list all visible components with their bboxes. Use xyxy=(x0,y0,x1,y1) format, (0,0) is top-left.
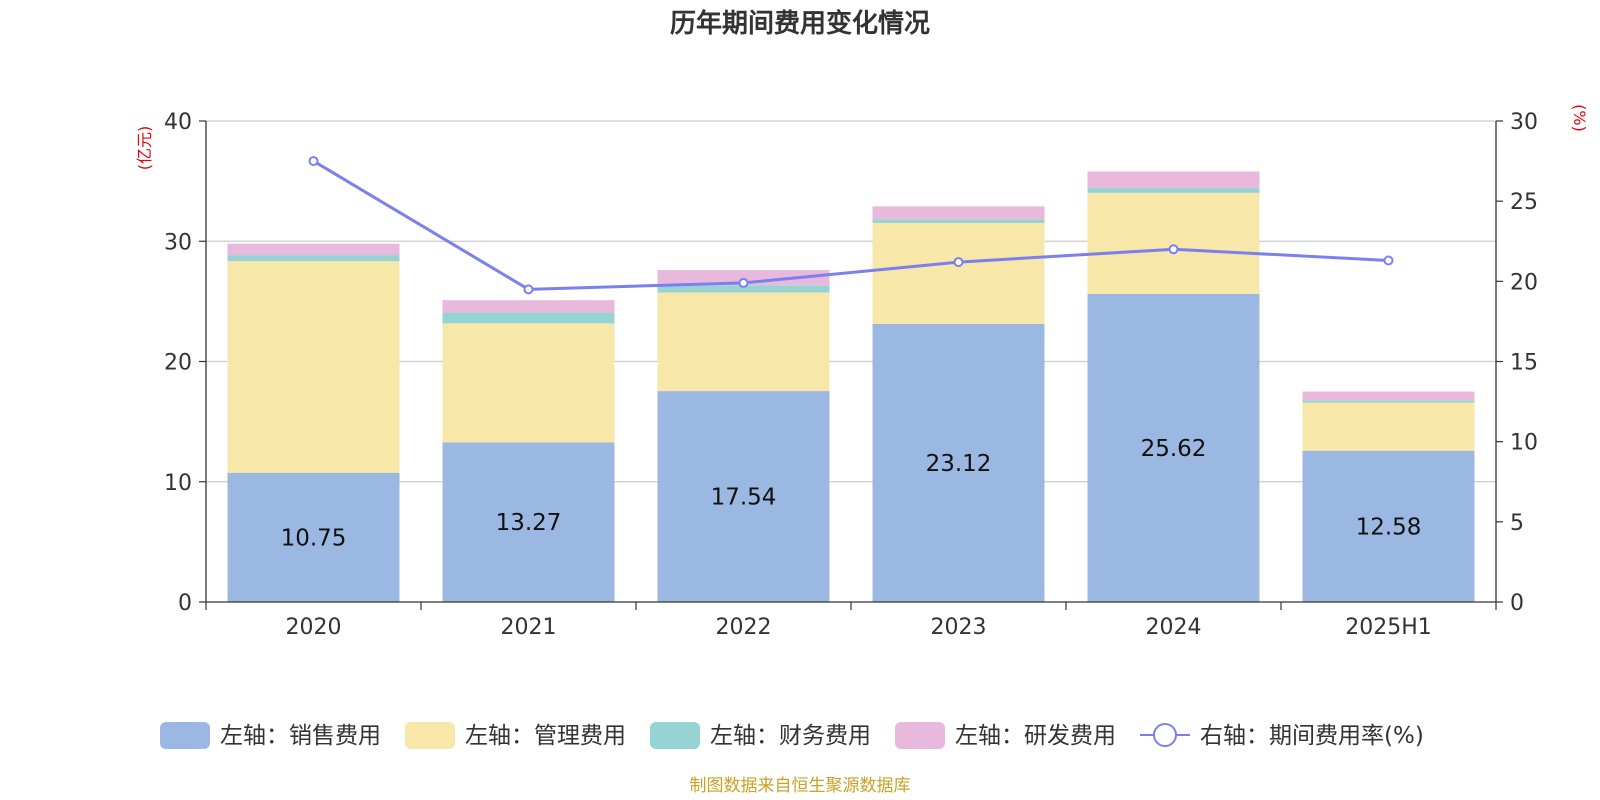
legend-item-5: 右轴：期间费用率(%) xyxy=(1140,723,1424,749)
legend-label: 左轴：管理费用 xyxy=(465,723,626,749)
bar-1-2023 xyxy=(872,323,1045,602)
bar-labels-layer: 10.75 13.27 17.54 23.12 25.62 12.58 xyxy=(281,436,1422,551)
chart-title: 历年期间费用变化情况 xyxy=(670,8,930,39)
bar-4-2022 xyxy=(657,270,830,286)
bar-value-label: 13.27 xyxy=(496,510,562,536)
right-tick-label: 30 xyxy=(1510,110,1538,135)
bar-2-2021 xyxy=(442,323,615,443)
bar-value-label: 12.58 xyxy=(1356,514,1422,540)
bar-value-label: 23.12 xyxy=(926,451,992,477)
right-tick-label: 15 xyxy=(1510,351,1538,376)
line-point xyxy=(1168,244,1179,255)
bars-layer xyxy=(227,171,1475,602)
right-tick-label: 20 xyxy=(1510,270,1538,295)
grid-lines xyxy=(206,120,1496,483)
bar-3-2022 xyxy=(657,285,830,293)
right-tick-label: 25 xyxy=(1510,190,1538,215)
bar-1-2024 xyxy=(1087,293,1260,602)
legend-swatch xyxy=(895,722,945,749)
bar-4-2025H1 xyxy=(1302,391,1475,401)
left-axis-unit: (亿元) xyxy=(135,126,154,171)
right-tick-label: 10 xyxy=(1510,431,1538,456)
x-tick-label: 2022 xyxy=(716,615,772,640)
bar-value-label: 17.54 xyxy=(711,485,777,511)
left-tick-label: 0 xyxy=(178,591,192,616)
left-tick-label: 30 xyxy=(164,230,192,255)
legend-label: 右轴：期间费用率(%) xyxy=(1200,723,1424,749)
legend-swatch xyxy=(405,722,455,749)
legend-item-3: 左轴：财务费用 xyxy=(650,722,871,749)
expense-rate-line xyxy=(312,159,1389,291)
bar-4-2020 xyxy=(227,243,400,256)
bar-4-2023 xyxy=(872,206,1045,220)
right-axis-unit: (%) xyxy=(1570,104,1589,132)
bar-2-2025H1 xyxy=(1302,402,1475,451)
bar-1-2021 xyxy=(442,442,615,602)
source-note: 制图数据来自恒生聚源数据库 xyxy=(690,776,911,796)
legend-item-1: 左轴：销售费用 xyxy=(160,722,381,749)
legend-swatch xyxy=(160,722,210,749)
bar-2-2024 xyxy=(1087,192,1260,294)
line-point xyxy=(308,156,319,167)
right-tick-label: 5 xyxy=(1510,511,1524,536)
line-point xyxy=(738,277,749,288)
legend-label: 左轴：财务费用 xyxy=(710,723,871,749)
bar-1-2020 xyxy=(227,472,400,602)
x-tick-label: 2024 xyxy=(1146,615,1202,640)
legend-label: 左轴：研发费用 xyxy=(955,723,1116,749)
legend-swatch xyxy=(650,722,700,749)
legend-item-2: 左轴：管理费用 xyxy=(405,722,626,749)
bar-4-2024 xyxy=(1087,171,1260,189)
legend: 左轴：销售费用 左轴：管理费用 左轴：财务费用 左轴：研发费用 右轴：期间费用率(%) xyxy=(160,722,1424,749)
bar-2-2022 xyxy=(657,292,830,392)
line-point xyxy=(523,284,534,295)
line-point xyxy=(953,257,964,268)
x-tick-label: 2025H1 xyxy=(1345,615,1432,640)
x-tick-label: 2020 xyxy=(286,615,342,640)
left-tick-label: 10 xyxy=(164,471,192,496)
bar-3-2024 xyxy=(1087,188,1260,193)
bar-4-2021 xyxy=(442,300,615,313)
axes-layer: 0 10 20 30 40 0 5 10 15 20 25 30 2020 2021 2022 2023 202… xyxy=(164,110,1538,640)
x-tick-label: 2023 xyxy=(931,615,987,640)
legend-item-4: 左轴：研发费用 xyxy=(895,722,1116,749)
left-tick-label: 20 xyxy=(164,351,192,376)
bar-3-2021 xyxy=(442,312,615,324)
x-tick-label: 2021 xyxy=(501,615,557,640)
bar-2-2023 xyxy=(872,222,1045,324)
legend-marker xyxy=(1153,723,1177,747)
bar-value-label: 10.75 xyxy=(281,525,347,551)
line-layer xyxy=(308,156,1394,295)
line-point xyxy=(1383,255,1394,266)
bar-value-label: 25.62 xyxy=(1141,436,1207,462)
bar-3-2025H1 xyxy=(1302,400,1475,403)
bar-3-2020 xyxy=(227,255,400,262)
bar-3-2023 xyxy=(872,219,1045,223)
legend-label: 左轴：销售费用 xyxy=(220,723,381,749)
left-tick-label: 40 xyxy=(164,110,192,135)
bar-1-2025H1 xyxy=(1302,450,1475,602)
bar-2-2020 xyxy=(227,261,400,473)
right-tick-label: 0 xyxy=(1510,591,1524,616)
bar-1-2022 xyxy=(657,391,830,602)
